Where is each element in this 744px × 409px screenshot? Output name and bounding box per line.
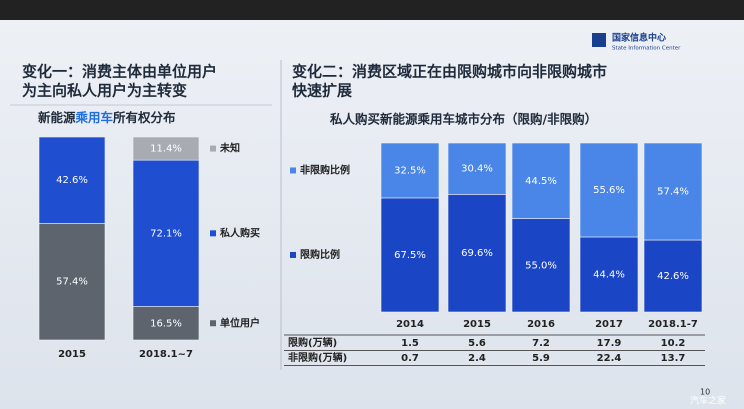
x-tick-label: 2016 bbox=[527, 319, 555, 330]
title-highlight: 乘用车 bbox=[75, 110, 114, 125]
bar-segment bbox=[38, 136, 106, 224]
logo-icon bbox=[592, 33, 606, 47]
row-header: 非限购(万辆) bbox=[288, 351, 347, 364]
x-tick-label: 2014 bbox=[396, 319, 424, 330]
value-label: 55.0% bbox=[525, 260, 557, 271]
value-label: 69.6% bbox=[461, 248, 493, 259]
bar-segment bbox=[643, 142, 703, 241]
row-header: 限购(万辆) bbox=[288, 336, 337, 349]
table-cell: 22.4 bbox=[597, 353, 622, 364]
value-label: 11.4% bbox=[150, 144, 182, 155]
bar-segment bbox=[579, 142, 639, 238]
legend-label: 私人购买 bbox=[219, 226, 260, 239]
value-label: 57.4% bbox=[657, 187, 689, 198]
value-label: 32.5% bbox=[394, 165, 426, 176]
table-cell: 10.2 bbox=[661, 338, 686, 349]
legend-swatch bbox=[290, 167, 296, 174]
top-band bbox=[0, 0, 744, 20]
legend-label: 单位用户 bbox=[220, 316, 260, 329]
chart-title: 私人购买新能源乘用车城市分布（限购/非限购） bbox=[329, 112, 597, 127]
table-cell: 0.7 bbox=[401, 353, 419, 364]
value-label: 55.6% bbox=[593, 185, 625, 196]
x-tick-label: 2015 bbox=[58, 349, 86, 360]
value-label: 42.6% bbox=[56, 175, 88, 186]
legend-swatch bbox=[210, 230, 216, 237]
bar-segment bbox=[579, 236, 639, 313]
legend-swatch bbox=[290, 251, 296, 258]
x-tick-label: 2017 bbox=[595, 319, 623, 330]
legend-label: 非限购比例 bbox=[300, 163, 350, 176]
table-cell: 2.4 bbox=[468, 353, 486, 364]
bar-segment bbox=[511, 142, 571, 219]
x-tick-label: 2018.1-7 bbox=[648, 319, 698, 330]
table-cell: 5.6 bbox=[468, 338, 486, 349]
chart-title: 新能源乘用车所有权分布 bbox=[38, 110, 176, 125]
value-label: 44.5% bbox=[525, 176, 557, 187]
table-cell: 7.2 bbox=[532, 338, 550, 349]
page-number: 10 bbox=[700, 388, 710, 397]
legend-label: 限购比例 bbox=[300, 248, 340, 261]
heading: 变化一：消费主体由单位用户 bbox=[22, 63, 217, 81]
heading: 快速扩展 bbox=[292, 82, 352, 100]
bar-segment bbox=[380, 197, 440, 313]
value-label: 42.6% bbox=[657, 271, 689, 282]
heading: 为主向私人用户为主转变 bbox=[22, 82, 187, 100]
logo-subtitle: State Information Center bbox=[612, 46, 681, 52]
bar-segment bbox=[511, 218, 571, 313]
x-tick-label: 2015 bbox=[463, 319, 491, 330]
watermark: 汽车之家 bbox=[690, 395, 726, 407]
value-label: 16.5% bbox=[150, 318, 182, 329]
legend-swatch bbox=[210, 320, 216, 327]
title-part: 所有权分布 bbox=[113, 110, 176, 125]
value-label: 44.4% bbox=[593, 269, 625, 280]
bar-segment bbox=[643, 239, 703, 313]
legend-swatch bbox=[210, 145, 216, 152]
logo-name: 国家信息中心 bbox=[612, 32, 666, 44]
table-cell: 5.9 bbox=[532, 353, 550, 364]
value-label: 72.1% bbox=[150, 228, 182, 239]
x-tick-label: 2018.1~7 bbox=[139, 349, 193, 360]
bar-segment bbox=[132, 136, 200, 161]
value-label: 57.4% bbox=[56, 277, 88, 288]
table-cell: 13.7 bbox=[661, 353, 686, 364]
title-part: 新能源 bbox=[38, 110, 76, 125]
legend-label: 未知 bbox=[219, 142, 240, 155]
heading: 变化二：消费区域正在由限购城市向非限购城市 bbox=[292, 63, 607, 81]
bar-segment bbox=[38, 223, 106, 341]
table-cell: 1.5 bbox=[401, 338, 419, 349]
table-cell: 17.9 bbox=[597, 338, 622, 349]
bar-segment bbox=[380, 142, 440, 199]
value-label: 30.4% bbox=[461, 164, 493, 175]
value-label: 67.5% bbox=[394, 250, 426, 261]
bar-segment bbox=[447, 142, 507, 195]
